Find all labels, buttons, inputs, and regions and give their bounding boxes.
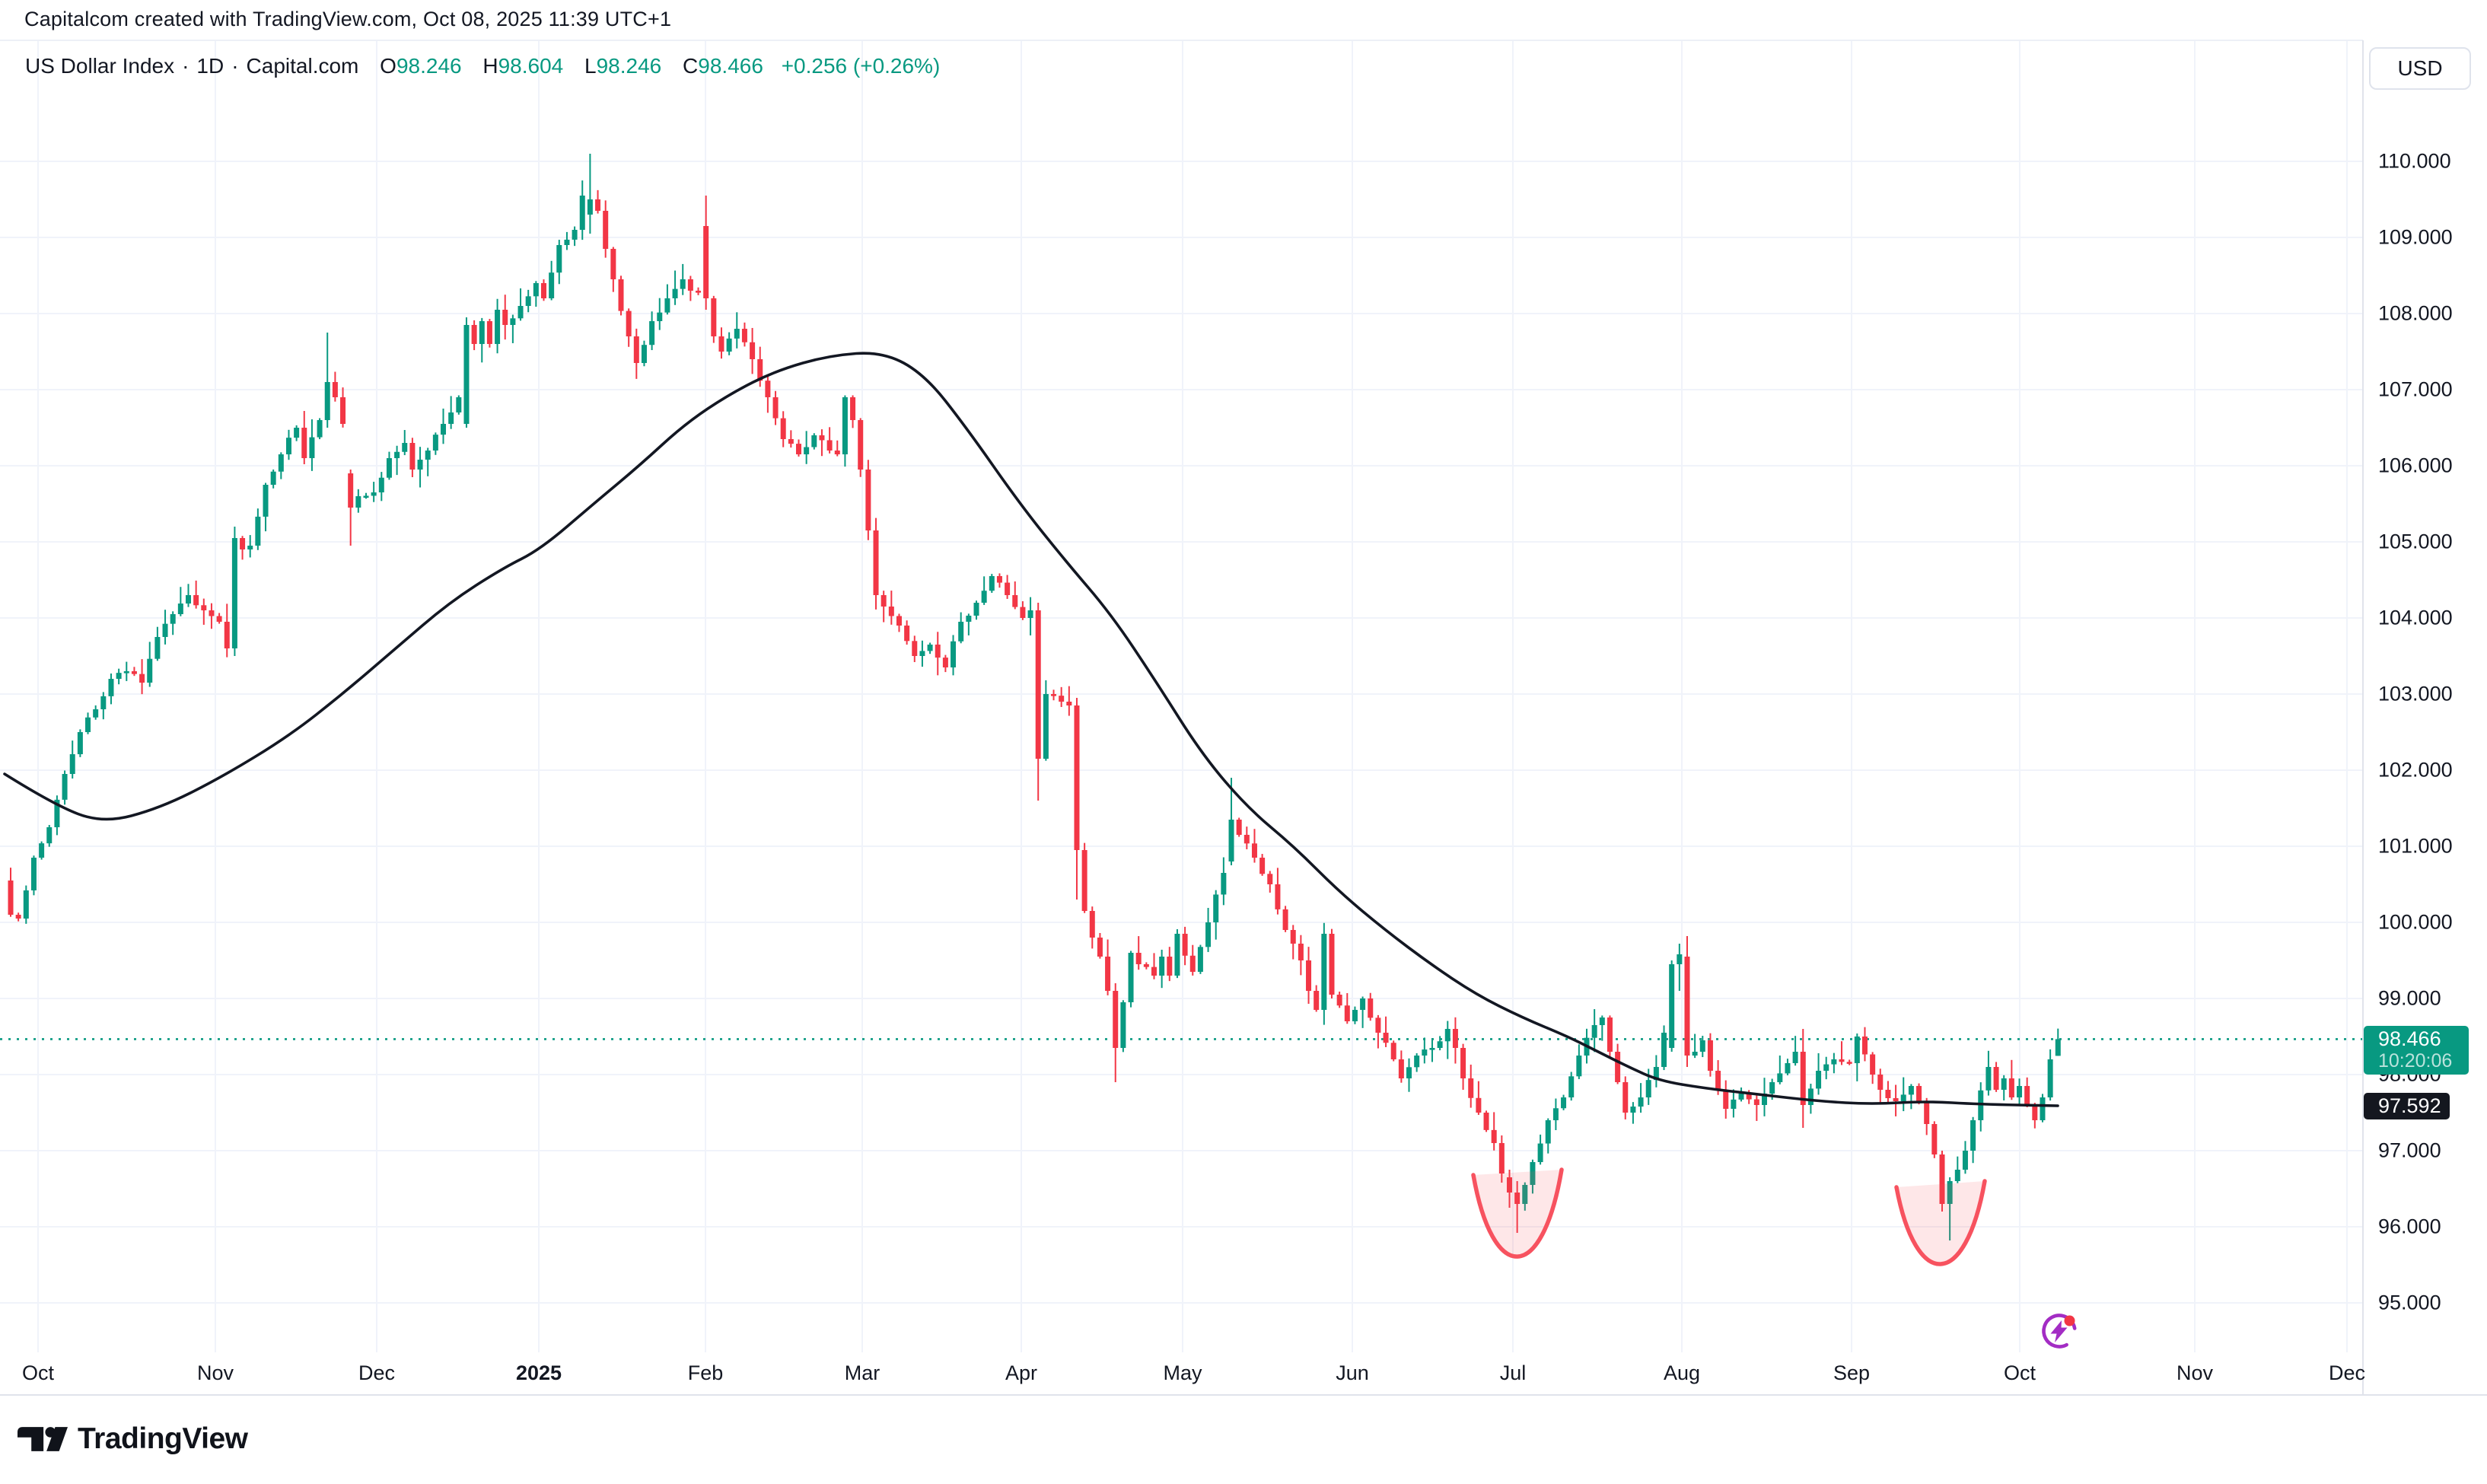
price-tick-label: 109.000 [2378,225,2453,249]
price-tick-label: 104.000 [2378,606,2453,629]
time-tick-label: Oct [21,1361,55,1384]
close-value: 98.466 [698,54,763,78]
legend-separator: · [182,54,189,78]
interval-label: 1D [196,54,224,78]
time-tick-label: Dec [358,1361,396,1384]
price-tick-label: 96.000 [2378,1215,2441,1238]
close-label: C [683,54,699,78]
time-axis[interactable] [0,1352,2363,1395]
price-tick-label: 110.000 [2378,149,2451,173]
moving-average-line [3,352,2059,1107]
brand-logo-icon [18,1427,68,1451]
change-value: +0.256 (+0.26%) [781,54,941,78]
time-tick-label: Jul [1499,1361,1527,1384]
price-tick-label: 102.000 [2378,758,2453,782]
price-tick-label: 101.000 [2378,834,2453,858]
time-tick-label: Feb [687,1361,724,1384]
grid-lines [0,40,2363,1352]
currency-button[interactable]: USD [2369,47,2471,90]
time-tick-label: 2025 [515,1361,562,1384]
price-tick-label: 100.000 [2378,910,2453,934]
high-value: 98.604 [498,54,564,78]
price-tick-label: 95.000 [2378,1291,2441,1314]
time-tick-label: Jun [1336,1361,1369,1384]
price-tick-label: 108.000 [2378,301,2453,325]
open-label: O [380,54,396,78]
time-tick-label: Aug [1663,1361,1701,1384]
rounding-bottom-annotations[interactable] [1471,1167,1987,1266]
low-label: L [584,54,597,78]
last-price-value: 98.466 [2378,1027,2441,1050]
price-tick-label: 105.000 [2378,530,2453,553]
currency-label: USD [2397,56,2443,80]
time-tick-label: May [1163,1361,1202,1384]
time-tick-label: Mar [844,1361,880,1384]
candlestick-series [8,154,2061,1240]
magic-ai-button[interactable] [2040,1311,2079,1351]
price-tick-label: 106.000 [2378,454,2453,477]
alert-dot-icon [2064,1315,2075,1326]
ma-price-badge: 97.592 [2364,1093,2450,1119]
price-tick-label: 107.000 [2378,377,2453,401]
low-value: 98.246 [596,54,662,78]
open-value: 98.246 [396,54,462,78]
symbol-name: US Dollar Index [25,54,175,78]
time-tick-label: Apr [1005,1361,1038,1384]
high-label: H [482,54,498,78]
watermark-annotation: Capitalcom created with TradingView.com,… [24,8,672,30]
pane-borders [0,40,2487,1396]
ma-value: 97.592 [2378,1094,2441,1117]
rounding-bottom-july [1473,1170,1562,1257]
price-axis[interactable] [2363,40,2487,1395]
exchange-label: Capital.com [246,54,359,78]
time-tick-label: Oct [2003,1361,2036,1384]
rounding-bottom-september [1896,1181,1985,1265]
brand-wordmark: TradingView [78,1422,248,1455]
time-tick-label: Dec [2328,1361,2366,1384]
price-tick-label: 103.000 [2378,682,2453,705]
last-price-badge: 98.466 10:20:06 [2364,1026,2469,1075]
time-tick-label: Nov [196,1361,234,1384]
time-tick-label: Nov [2176,1361,2214,1384]
tradingview-logo[interactable]: TradingView [18,1422,248,1456]
time-tick-label: Sep [1833,1361,1871,1384]
bar-countdown: 10:20:06 [2378,1049,2453,1072]
legend-separator: · [231,54,239,78]
price-tick-label: 99.000 [2378,986,2441,1010]
price-tick-label: 97.000 [2378,1138,2441,1162]
symbol-legend[interactable]: US Dollar Index · 1D · Capital.com O98.246 H… [25,54,940,78]
